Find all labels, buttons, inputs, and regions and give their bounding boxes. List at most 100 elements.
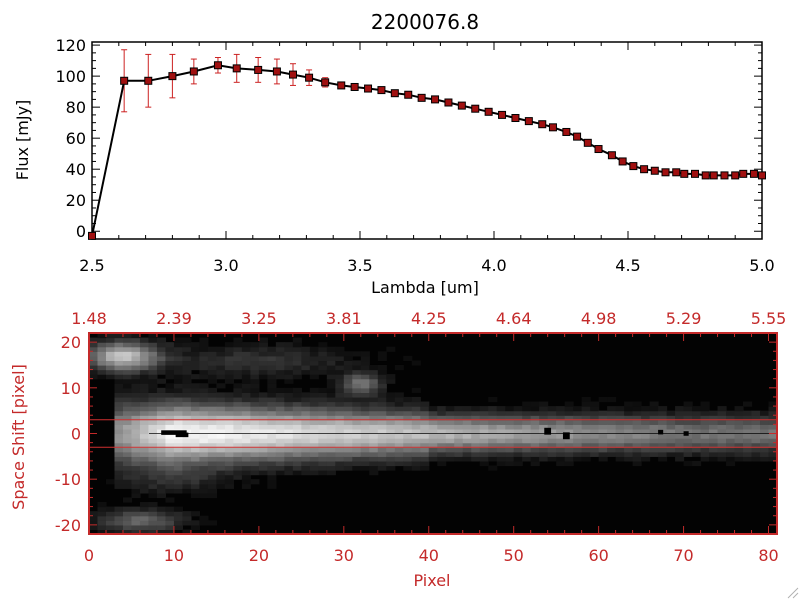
image-pixel bbox=[649, 415, 659, 421]
image-pixel bbox=[488, 424, 498, 430]
image-pixel bbox=[437, 428, 447, 435]
flux-point bbox=[484, 107, 493, 116]
image-pixel bbox=[190, 483, 201, 489]
image-pixel bbox=[241, 355, 251, 362]
image-pixel bbox=[156, 401, 167, 407]
image-pixel bbox=[199, 433, 209, 439]
image-pixel bbox=[547, 415, 557, 421]
flux-point bbox=[431, 95, 440, 104]
image-pixel bbox=[292, 415, 302, 421]
image-pixel bbox=[156, 511, 167, 517]
flux-point bbox=[272, 67, 281, 76]
image-pixel bbox=[386, 451, 396, 457]
image-pixel bbox=[190, 346, 201, 352]
image-pixel bbox=[360, 433, 370, 439]
image-pixel bbox=[683, 442, 693, 448]
resize-grip-icon[interactable] bbox=[787, 587, 799, 599]
image-pixel bbox=[717, 410, 727, 416]
image-pixel bbox=[224, 483, 234, 489]
image-pixel bbox=[114, 456, 124, 462]
image-pixel bbox=[139, 433, 150, 439]
image-pixel bbox=[352, 378, 362, 384]
image-pixel bbox=[420, 451, 430, 457]
image-pixel bbox=[301, 451, 311, 457]
image-pixel bbox=[275, 387, 285, 393]
image-pixel bbox=[700, 451, 710, 457]
image-pixel bbox=[326, 360, 336, 366]
image-pixel bbox=[445, 447, 455, 453]
image-pixel bbox=[182, 383, 192, 389]
image-pixel bbox=[309, 442, 319, 448]
image-pixel bbox=[411, 410, 421, 416]
image-pixel bbox=[241, 470, 251, 476]
image-pixel bbox=[326, 369, 336, 375]
image-pixel bbox=[216, 374, 226, 380]
image-pixel bbox=[598, 396, 608, 403]
image-pixel bbox=[488, 396, 498, 403]
image-pixel bbox=[386, 392, 396, 398]
image-pixel bbox=[734, 410, 744, 416]
image-pixel bbox=[190, 419, 201, 425]
image-pixel bbox=[165, 529, 175, 535]
image-pixel bbox=[131, 470, 141, 476]
image-pixel bbox=[148, 369, 158, 375]
flux-point bbox=[758, 171, 766, 180]
image-pixel bbox=[556, 410, 566, 416]
image-pixel bbox=[641, 406, 651, 412]
image-pixel bbox=[131, 401, 141, 407]
image-pixel bbox=[768, 438, 778, 444]
image-pixel bbox=[250, 470, 260, 476]
image-pixel bbox=[590, 406, 600, 412]
image-pixel bbox=[581, 401, 591, 407]
image-pixel bbox=[309, 460, 319, 467]
image-pixel bbox=[190, 520, 201, 526]
image-pixel bbox=[250, 360, 260, 366]
x-axis-label: Lambda [um] bbox=[371, 278, 479, 297]
image-pixel bbox=[250, 396, 260, 403]
image-pixel bbox=[199, 456, 209, 462]
image-pixel bbox=[207, 479, 217, 485]
image-pixel bbox=[445, 428, 455, 435]
image-tick-labels: 0 10 20 30 40 50 60 70 801.48 2.39 3.25 3.81 4.25 4.6… bbox=[55, 309, 786, 565]
image-pixel bbox=[165, 401, 175, 407]
image-pixel bbox=[301, 465, 311, 471]
image-pixel bbox=[649, 433, 659, 439]
image-pixel bbox=[369, 387, 379, 393]
pixel-tick-label: 20 bbox=[249, 546, 269, 565]
image-pixel bbox=[369, 406, 379, 412]
image-pixel bbox=[522, 401, 532, 407]
image-pixel bbox=[114, 360, 124, 366]
flux-point bbox=[709, 171, 718, 180]
image-pixel bbox=[666, 442, 676, 448]
image-pixel bbox=[190, 383, 201, 389]
image-pixel bbox=[471, 433, 481, 439]
image-pixel bbox=[615, 456, 625, 462]
image-pixel bbox=[173, 506, 184, 512]
image-pixel bbox=[411, 415, 421, 421]
image-pixel bbox=[267, 410, 277, 416]
image-pixel bbox=[496, 460, 506, 467]
image-pixel bbox=[292, 470, 302, 476]
image-pixel bbox=[573, 447, 583, 453]
image-pixel bbox=[258, 337, 268, 343]
image-pixel bbox=[360, 378, 370, 384]
wavelength-tick-label: 4.98 bbox=[581, 309, 617, 328]
image-pixel bbox=[666, 451, 676, 457]
image-pixel bbox=[241, 342, 251, 348]
image-pixel bbox=[726, 428, 736, 435]
image-pixel bbox=[139, 401, 150, 407]
image-pixel bbox=[428, 447, 438, 453]
image-pixel bbox=[216, 360, 226, 366]
image-pixel bbox=[182, 520, 192, 526]
pixel-tick-label: 10 bbox=[164, 546, 184, 565]
image-pixel bbox=[658, 447, 668, 453]
image-pixel bbox=[284, 424, 294, 430]
image-pixel bbox=[641, 447, 651, 453]
image-pixel bbox=[564, 415, 574, 421]
image-pixel bbox=[683, 433, 693, 439]
image-pixel bbox=[522, 424, 532, 430]
image-pixel bbox=[301, 406, 311, 412]
image-pixel bbox=[275, 396, 285, 403]
image-pixel bbox=[369, 456, 379, 462]
image-pixel bbox=[148, 433, 158, 439]
